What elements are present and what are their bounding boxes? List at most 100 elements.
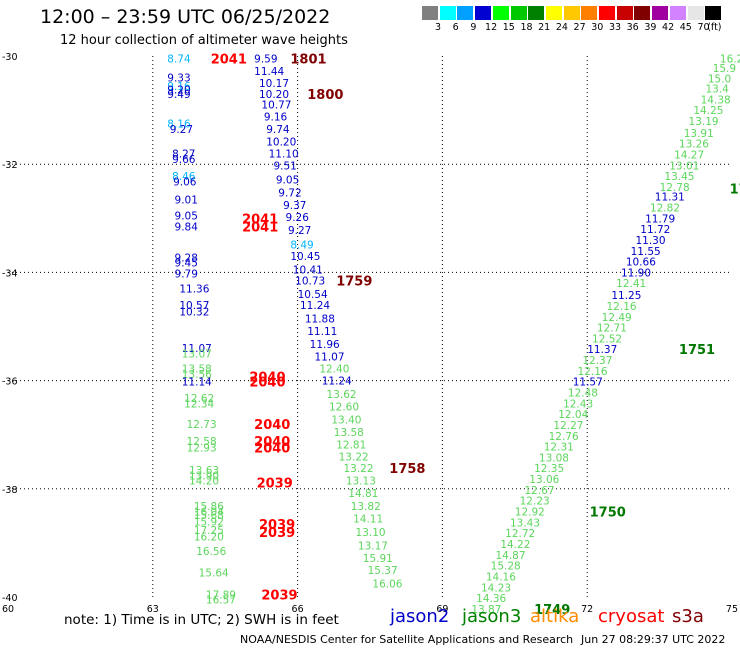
legend-label: 45 [679, 22, 692, 33]
wave-height-value: 9.05 [276, 174, 299, 186]
legend-label: 18 [520, 22, 533, 33]
wave-height-value: 9.84 [175, 221, 199, 233]
wave-height-value: 14.23 [481, 582, 511, 594]
wave-height-value: 8.49 [290, 239, 313, 251]
legend-swatch [616, 6, 633, 20]
x-tick-label: 66 [292, 604, 304, 615]
wave-height-value: 16.2 [720, 54, 740, 66]
legend-unit: (ft) [707, 22, 722, 33]
pass-time-label: 1800 [307, 88, 343, 103]
pass-time-label: 2041 [242, 212, 278, 227]
wave-height-value: 10.57 [179, 300, 209, 312]
wave-height-value: 16.20 [194, 531, 224, 543]
wave-height-value: 8.16 [167, 119, 191, 131]
x-tick-label: 72 [581, 604, 593, 615]
wave-height-value: 12.72 [505, 528, 535, 540]
wave-height-value: 10.20 [266, 136, 296, 148]
legend-label: 6 [452, 22, 459, 33]
wave-height-value: 13.06 [529, 474, 559, 486]
note-text: note: 1) Time is in UTC; 2) SWH is in fe… [64, 612, 339, 628]
page-subtitle: 12 hour collection of altimeter wave hei… [60, 33, 348, 48]
wave-height-value: 8.27 [172, 148, 195, 160]
wave-height-value: 12.92 [515, 507, 545, 519]
wave-height-value: 13.17 [358, 541, 388, 553]
footer-credit: NOAA/NESDIS Center for Satellite Applica… [240, 633, 574, 646]
wave-height-value: 11.31 [655, 192, 685, 204]
wave-height-value: 12.62 [184, 393, 214, 405]
legend-label: 42 [662, 22, 675, 33]
x-tick-label: 69 [436, 604, 448, 615]
page-title: 12:00 – 23:59 UTC 06/25/2022 [40, 6, 331, 28]
legend-swatch [545, 6, 562, 20]
wave-height-value: 11.57 [573, 377, 603, 389]
pass-time-label: 2041 [211, 53, 247, 68]
wave-height-value: 17.25 [194, 525, 224, 537]
wave-height-value: 11.24 [300, 300, 330, 312]
wave-height-value: 13.43 [510, 517, 540, 529]
wave-height-value: 12.16 [607, 301, 637, 313]
legend-swatch [599, 6, 615, 20]
legend-label: 3 [434, 22, 442, 33]
wave-height-value: 13.22 [343, 463, 373, 475]
wave-height-value: 9.05 [175, 211, 198, 223]
wave-height-value: 14.27 [674, 149, 704, 161]
wave-height-value: 14.25 [693, 105, 723, 117]
legend-swatch [492, 6, 509, 20]
pass-time-label: 1749 [534, 603, 570, 618]
wave-height-value: 12.67 [524, 485, 554, 497]
wave-height-value: 11.14 [182, 377, 212, 389]
pass-time-label: 2040 [254, 435, 290, 450]
wave-height-value: 14.20 [189, 476, 219, 488]
wave-height-value: 14.22 [500, 539, 530, 551]
legend-label: 27 [573, 22, 586, 33]
wave-height-value: 9.45 [175, 258, 198, 270]
wave-height-value: 9.16 [167, 81, 191, 93]
wave-height-value: 15.68 [194, 510, 224, 522]
satellite-jason2: jason2 [390, 606, 450, 627]
wave-height-value: 17.89 [206, 589, 236, 601]
wave-height-value: 12.93 [187, 443, 217, 455]
wave-height-value: 12.16 [578, 366, 608, 378]
wave-height-value: 13.26 [679, 139, 709, 151]
legend-swatch [687, 6, 704, 20]
wave-height-value: 16.56 [196, 546, 226, 558]
wave-height-value: 11.24 [322, 376, 352, 388]
wave-height-value: 11.90 [621, 267, 651, 279]
wave-height-value: 13.10 [356, 527, 386, 539]
legend-swatch [581, 6, 598, 20]
wave-height-value: 9.33 [167, 73, 190, 85]
wave-height-value: 12.71 [597, 323, 627, 335]
wave-height-value: 11.79 [645, 213, 675, 225]
legend-swatch [510, 6, 527, 20]
wave-height-value: 14.16 [486, 571, 516, 583]
wave-height-value: 12.37 [582, 355, 612, 367]
wave-height-value: 12.48 [568, 388, 598, 400]
pass-time-label: 2040 [254, 418, 290, 433]
y-tick-label: -36 [2, 377, 18, 388]
wave-height-value: 11.72 [640, 224, 670, 236]
wave-height-value: 9.27 [170, 124, 193, 136]
wave-height-value: 13.63 [189, 465, 219, 477]
pass-time-label: 2039 [257, 476, 293, 491]
legend-swatch [457, 6, 474, 20]
satellite-s3a: s3a [672, 606, 704, 627]
wave-height-value: 9.01 [175, 194, 198, 206]
wave-height-value: 10.77 [261, 100, 291, 112]
wave-height-value: 15.92 [194, 516, 224, 528]
wave-height-value: 9.74 [266, 124, 290, 136]
wave-height-value: 12.52 [592, 333, 622, 345]
pass-time-label: 1751 [679, 343, 715, 358]
pass-time-label: 2040 [249, 370, 285, 385]
legend-swatch [439, 6, 456, 20]
y-tick-label: -40 [2, 593, 18, 604]
wave-height-value: 9.66 [172, 154, 196, 166]
pass-time-label: 1750 [590, 506, 626, 521]
pass-time-label: 1758 [389, 462, 425, 477]
wave-height-value: 10.20 [259, 89, 289, 101]
wave-height-value: 13.62 [327, 389, 357, 401]
wave-height-value: 11.25 [611, 290, 641, 302]
pass-time-label: 1801 [290, 53, 326, 68]
legend-label: 36 [626, 22, 639, 33]
y-tick-label: -32 [2, 160, 18, 171]
legend-label: 30 [591, 22, 604, 33]
